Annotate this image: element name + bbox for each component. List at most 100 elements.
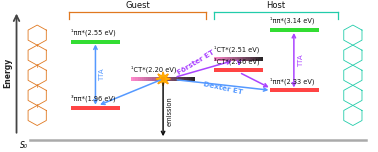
Bar [237, 57, 239, 61]
Bar [97, 106, 99, 110]
Bar [108, 106, 110, 110]
Bar [313, 88, 314, 92]
Bar [178, 77, 181, 81]
Bar [238, 68, 240, 72]
Bar [182, 77, 185, 81]
Bar [318, 88, 319, 92]
Bar [278, 28, 280, 32]
Bar [251, 68, 253, 72]
Bar [222, 57, 224, 61]
Bar [180, 77, 183, 81]
Bar [259, 68, 262, 72]
Text: ¹ππ*(2.55 eV): ¹ππ*(2.55 eV) [71, 28, 116, 36]
Bar [225, 68, 227, 72]
Bar [290, 88, 292, 92]
Bar [283, 28, 285, 32]
Text: Dexter ET: Dexter ET [203, 81, 243, 96]
Bar [107, 40, 109, 44]
Bar [161, 77, 163, 81]
Bar [314, 88, 316, 92]
Bar [87, 106, 89, 110]
Bar [278, 88, 280, 92]
Bar [301, 28, 303, 32]
Bar [293, 28, 295, 32]
Bar [287, 88, 288, 92]
Bar [311, 88, 313, 92]
Bar [155, 77, 157, 81]
Bar [282, 28, 284, 32]
Bar [117, 106, 119, 110]
Bar [275, 88, 277, 92]
Bar [296, 88, 298, 92]
Bar [159, 77, 161, 81]
Bar [184, 77, 187, 81]
Bar [273, 88, 276, 92]
Bar [228, 57, 231, 61]
Bar [299, 28, 302, 32]
Bar [105, 40, 107, 44]
Bar [261, 57, 263, 61]
Bar [306, 88, 308, 92]
Bar [94, 106, 96, 110]
Bar [110, 106, 112, 110]
Bar [230, 68, 232, 72]
Bar [227, 57, 229, 61]
Bar [311, 28, 313, 32]
Bar [112, 40, 114, 44]
Bar [217, 68, 219, 72]
Bar [138, 77, 140, 81]
Bar [113, 40, 115, 44]
Bar [113, 106, 115, 110]
Bar [309, 28, 311, 32]
Bar [92, 40, 94, 44]
Bar [291, 28, 293, 32]
Bar [253, 68, 255, 72]
Bar [102, 40, 104, 44]
Bar [77, 106, 79, 110]
Bar [73, 40, 74, 44]
Bar [230, 57, 232, 61]
Bar [157, 77, 159, 81]
Bar [74, 106, 76, 110]
Bar [220, 57, 222, 61]
Bar [253, 57, 255, 61]
Text: TTA: TTA [298, 54, 304, 67]
Bar [291, 88, 293, 92]
Bar [270, 88, 272, 92]
Bar [301, 88, 303, 92]
Text: Host: Host [266, 1, 285, 10]
Bar [245, 68, 247, 72]
Text: ³CT*(2.46 eV): ³CT*(2.46 eV) [214, 57, 259, 65]
Bar [224, 68, 226, 72]
Bar [139, 77, 142, 81]
Bar [73, 106, 74, 110]
Bar [309, 88, 311, 92]
Bar [89, 40, 91, 44]
Bar [258, 68, 260, 72]
Bar [277, 88, 279, 92]
Bar [97, 40, 99, 44]
Bar [246, 57, 248, 61]
Bar [169, 77, 172, 81]
Bar [135, 77, 138, 81]
Bar [89, 106, 91, 110]
Bar [100, 106, 102, 110]
Bar [242, 57, 243, 61]
Bar [133, 77, 136, 81]
Bar [215, 68, 217, 72]
Bar [232, 57, 234, 61]
Bar [318, 28, 319, 32]
Bar [84, 106, 86, 110]
Bar [237, 68, 239, 72]
Bar [142, 77, 144, 81]
Bar [220, 68, 222, 72]
Bar [296, 28, 298, 32]
Bar [76, 40, 78, 44]
Bar [298, 28, 300, 32]
Bar [96, 40, 98, 44]
Bar [150, 77, 153, 81]
Bar [280, 88, 282, 92]
Bar [176, 77, 178, 81]
Bar [76, 106, 78, 110]
Bar [249, 68, 252, 72]
